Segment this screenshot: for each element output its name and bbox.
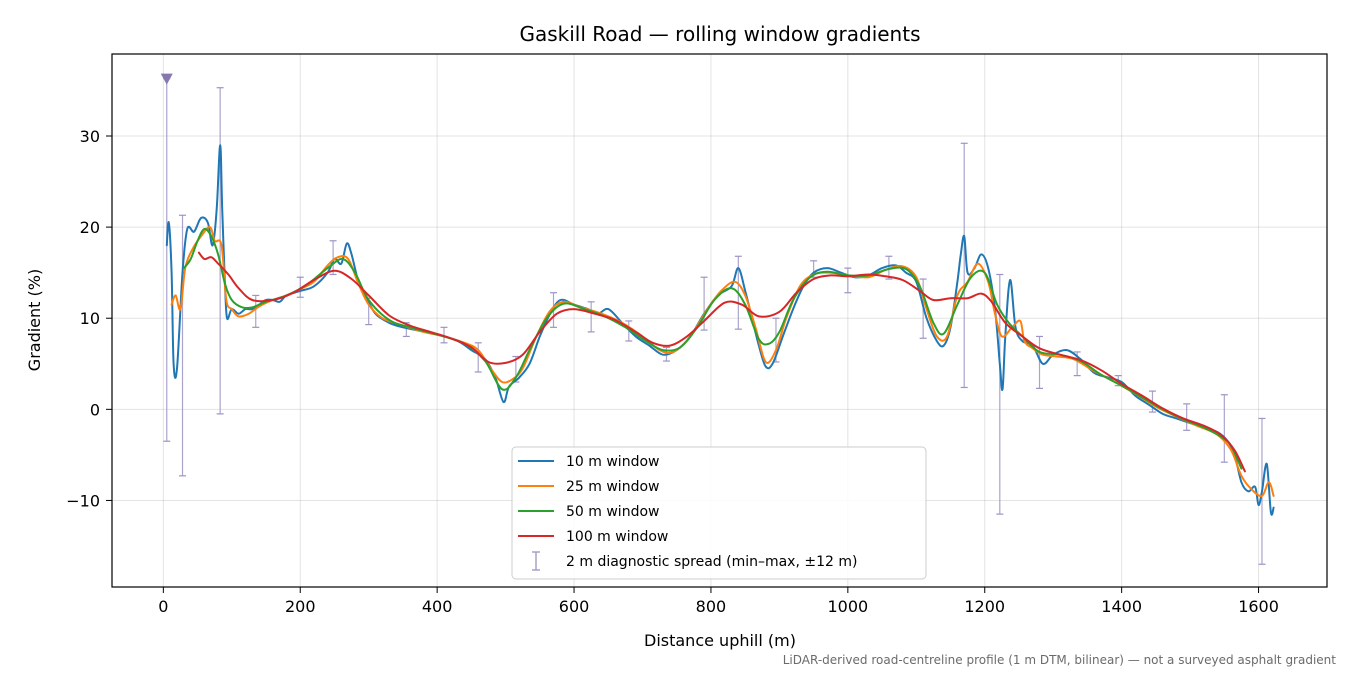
x-tick-label: 400 — [422, 597, 453, 616]
series-line-4 — [197, 251, 1246, 473]
y-tick-label: 0 — [90, 400, 100, 419]
y-tick-label: 30 — [80, 127, 100, 146]
legend-label-4: 100 m window — [566, 529, 668, 545]
markers — [160, 73, 173, 85]
x-tick-label: 1000 — [827, 597, 868, 616]
footnote: LiDAR-derived road-centreline profile (1… — [783, 653, 1337, 667]
x-axis-label: Distance uphill (m) — [644, 631, 796, 650]
legend-label-spread: 2 m diagnostic spread (min–max, ±12 m) — [566, 554, 857, 570]
legend-box — [511, 446, 927, 580]
chart-title: Gaskill Road — rolling window gradients — [519, 22, 920, 46]
plot-area — [160, 73, 1275, 565]
y-axis-label: Gradient (%) — [25, 269, 44, 371]
y-tick-label: 10 — [80, 309, 100, 328]
legend-label-1: 10 m window — [566, 454, 659, 470]
series-lines — [165, 144, 1275, 516]
x-tick-label: 1200 — [964, 597, 1005, 616]
x-tick-label: 1400 — [1101, 597, 1142, 616]
legend-label-3: 50 m window — [566, 504, 659, 520]
plot-frame — [111, 53, 1328, 588]
x-tick-label: 800 — [696, 597, 727, 616]
y-tick-label: 20 — [80, 218, 100, 237]
x-tick-label: 1600 — [1238, 597, 1279, 616]
y-axis-ticks: −10 0 10 20 30 — [66, 127, 112, 510]
clipped-value-marker — [160, 73, 173, 85]
x-tick-label: 0 — [158, 597, 168, 616]
x-tick-label: 600 — [559, 597, 590, 616]
legend: 10 m window 25 m window 50 m window 100 m w… — [511, 446, 927, 580]
x-tick-label: 200 — [285, 597, 316, 616]
y-tick-label: −10 — [66, 491, 100, 510]
x-axis-ticks: 0 200 400 600 800 1000 1200 1400 1600 — [158, 587, 1279, 616]
legend-label-2: 25 m window — [566, 479, 659, 495]
